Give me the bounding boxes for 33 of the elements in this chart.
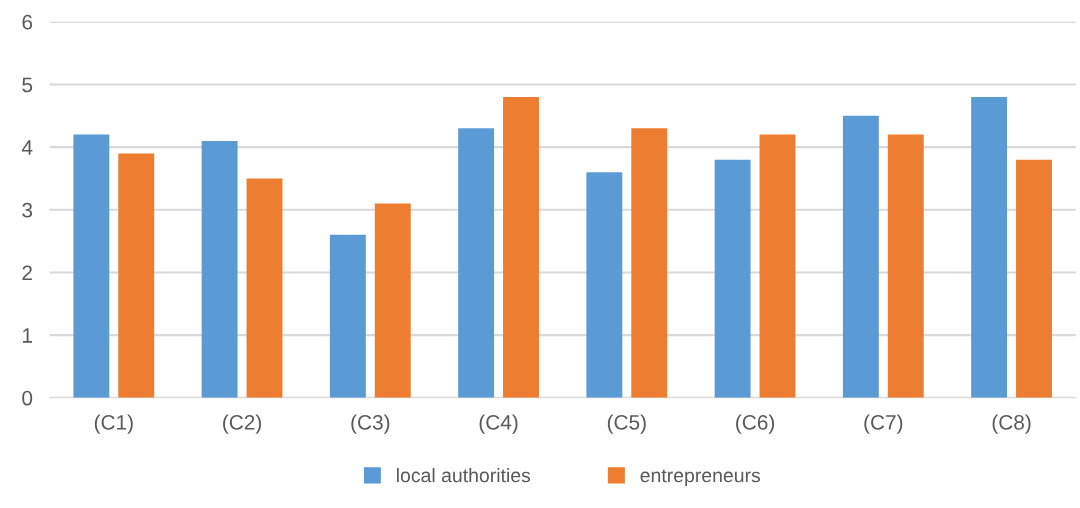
x-tick-label: (C3) [351,414,390,434]
x-tick-label: (C6) [736,414,775,434]
x-tick-label: (C4) [479,414,518,434]
y-tick-label: 1 [23,328,32,343]
bar [1016,159,1052,398]
bar [374,203,411,398]
bar [503,97,539,398]
x-tick-label: (C5) [607,414,646,434]
bar [73,134,110,398]
bar [586,172,623,398]
x-tick-label: (C2) [223,414,262,434]
y-tick-label: 3 [22,202,33,218]
bar [458,128,495,398]
bar [118,153,155,398]
bar [631,128,668,398]
legend-label: entrepreneurs [640,469,761,487]
bar [246,178,283,398]
bar [887,134,924,398]
legend-label: local authorities [397,468,531,483]
bar [759,134,796,398]
y-tick-label: 6 [22,14,33,30]
y-tick-label: 5 [22,77,33,93]
y-tick-label: 2 [22,265,32,281]
x-tick-label: (C7) [864,414,903,434]
y-tick-label: 4 [21,140,33,155]
bar [201,140,238,398]
x-tick-label: (C1) [94,414,133,434]
bar [714,159,751,398]
bar [329,234,366,398]
bar [842,115,879,398]
y-tick-label: 0 [22,390,33,406]
x-tick-label: (C8) [992,414,1031,434]
bar [971,97,1008,398]
